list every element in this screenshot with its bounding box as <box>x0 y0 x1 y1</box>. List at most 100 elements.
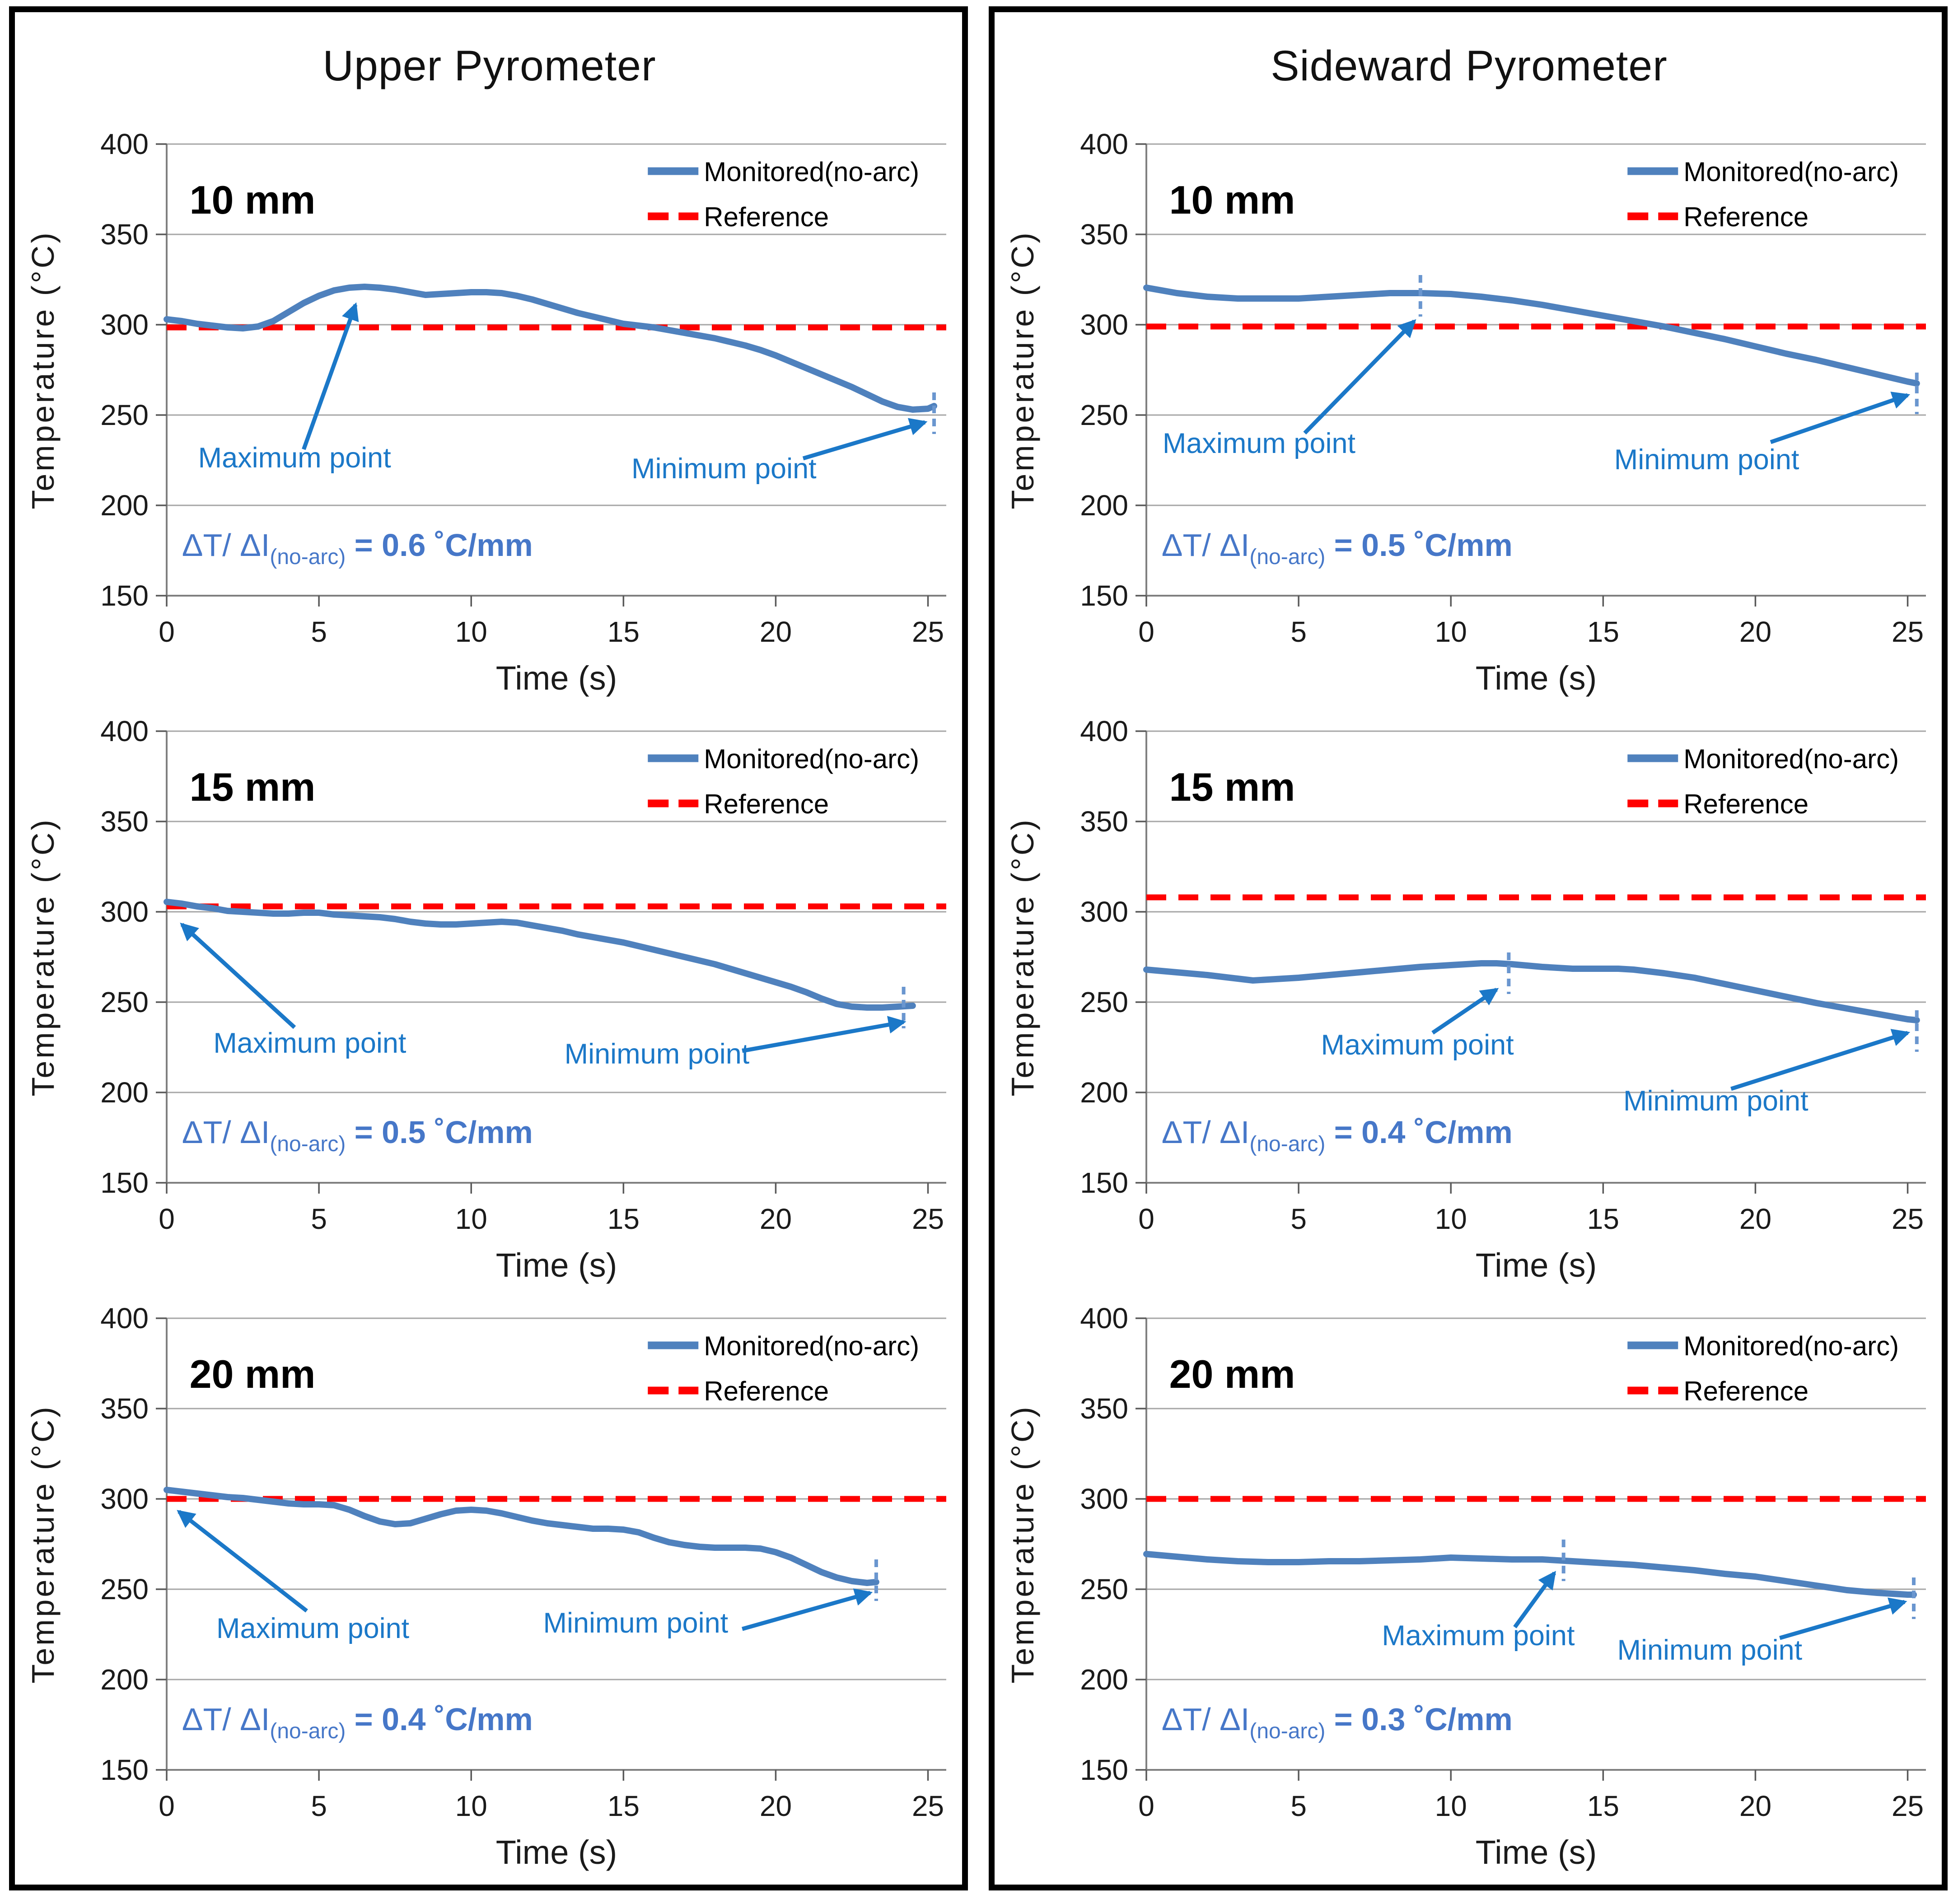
chart-svg: 400 350 300 250 200 150 0 5 10 15 20 25 Temperature … <box>25 715 946 1284</box>
y-tick-label: 350 <box>1080 1392 1128 1425</box>
x-tick-label: 5 <box>311 1203 327 1235</box>
y-tick-label: 400 <box>100 128 149 160</box>
max-arrow <box>177 1510 308 1613</box>
y-tick-label: 150 <box>100 579 149 612</box>
y-tick-label: 350 <box>1080 218 1128 251</box>
legend-monitored-label: Monitored(no-arc) <box>704 1331 919 1361</box>
size-label: 15 mm <box>1169 765 1295 809</box>
y-tick-label: 150 <box>1080 579 1128 612</box>
y-tick-label: 350 <box>1080 805 1128 838</box>
x-tick-label: 0 <box>1138 1790 1154 1822</box>
equation-label: ΔT/ ΔI(no-arc) = 0.5 ˚C/mm <box>182 1115 533 1156</box>
monitored-line <box>1143 1551 1917 1598</box>
x-tick-label: 25 <box>912 1790 944 1822</box>
min-point-label: Minimum point <box>543 1607 728 1639</box>
max-point-label: Maximum point <box>213 1027 407 1059</box>
legend-monitored-label: Monitored(no-arc) <box>1683 157 1899 187</box>
y-tick-label: 400 <box>1080 128 1128 160</box>
y-axis-title: Temperature (°C) <box>1005 817 1040 1097</box>
max-point-label: Maximum point <box>1163 428 1356 459</box>
y-axis-title: Temperature (°C) <box>25 1405 61 1684</box>
y-axis-title: Temperature (°C) <box>1005 1405 1040 1684</box>
legend-reference-label: Reference <box>704 789 829 819</box>
monitored-line <box>164 284 937 413</box>
y-tick-label: 250 <box>100 986 149 1018</box>
y-tick-label: 400 <box>1080 715 1128 747</box>
chart-upper-10mm: 400 350 300 250 200 150 0 5 10 15 20 25 Temperature … <box>17 118 963 705</box>
equation-label: ΔT/ ΔI(no-arc) = 0.3 ˚C/mm <box>1162 1702 1513 1743</box>
y-tick-label: 200 <box>1080 1076 1128 1109</box>
x-axis-title: Time (s) <box>496 659 617 697</box>
chart-sideward-20mm: 400 350 300 250 200 150 0 5 10 15 20 25 Temperature … <box>996 1292 1943 1879</box>
max-arrow <box>1431 988 1499 1035</box>
size-label: 10 mm <box>190 177 316 222</box>
chart-sideward-15mm: 400 350 300 250 200 150 0 5 10 15 20 25 Temperature … <box>996 705 1943 1292</box>
y-tick-label: 200 <box>100 1663 149 1696</box>
y-tick-label: 300 <box>1080 308 1128 341</box>
panel-sideward-pyrometer: Sideward Pyrometer 400 350 300 250 200 150 0 5 1… <box>989 6 1948 1890</box>
min-arrow <box>802 418 928 461</box>
chart-svg: 400 350 300 250 200 150 0 5 10 15 20 25 Temperature … <box>1005 1302 1926 1871</box>
x-tick-label: 5 <box>311 1790 327 1822</box>
y-tick-label: 400 <box>1080 1302 1128 1335</box>
chart-svg: 400 350 300 250 200 150 0 5 10 15 20 25 Temperature … <box>1005 128 1926 697</box>
max-arrow <box>302 302 359 450</box>
y-tick-label: 350 <box>100 805 149 838</box>
max-point-label: Maximum point <box>198 442 392 474</box>
legend-reference-label: Reference <box>1683 1376 1808 1406</box>
monitored-line <box>1143 285 1920 387</box>
x-tick-label: 20 <box>1739 616 1771 648</box>
monitored-line <box>164 1487 879 1586</box>
min-arrow <box>742 1016 907 1053</box>
x-tick-label: 5 <box>1290 1790 1307 1822</box>
min-arrow <box>1770 392 1911 444</box>
y-tick-label: 150 <box>100 1167 149 1199</box>
max-arrow <box>1513 1571 1556 1629</box>
x-tick-label: 20 <box>760 1203 792 1235</box>
equation-label: ΔT/ ΔI(no-arc) = 0.4 ˚C/mm <box>1162 1115 1513 1156</box>
size-label: 15 mm <box>190 765 316 809</box>
legend-reference-label: Reference <box>1683 202 1808 232</box>
x-tick-label: 10 <box>1435 616 1467 648</box>
x-tick-label: 5 <box>311 616 327 648</box>
min-point-label: Minimum point <box>1617 1634 1802 1666</box>
x-axis-title: Time (s) <box>1476 1834 1597 1871</box>
y-tick-label: 150 <box>100 1754 149 1786</box>
x-tick-label: 20 <box>1739 1790 1771 1822</box>
monitored-line <box>1143 960 1920 1023</box>
max-point-label: Maximum point <box>1321 1029 1514 1061</box>
y-tick-label: 300 <box>100 1483 149 1515</box>
chart-upper-20mm: 400 350 300 250 200 150 0 5 10 15 20 25 Temperature … <box>17 1292 963 1879</box>
y-tick-label: 300 <box>1080 1483 1128 1515</box>
y-tick-label: 300 <box>1080 896 1128 928</box>
chart-upper-15mm: 400 350 300 250 200 150 0 5 10 15 20 25 Temperature … <box>17 705 963 1292</box>
legend-monitored-label: Monitored(no-arc) <box>704 744 919 774</box>
legend-monitored-label: Monitored(no-arc) <box>1683 1331 1899 1361</box>
y-axis-title: Temperature (°C) <box>1005 230 1040 509</box>
x-tick-label: 15 <box>1587 616 1619 648</box>
x-tick-label: 0 <box>159 616 175 648</box>
max-arrow <box>1303 319 1416 435</box>
x-tick-label: 10 <box>455 1203 487 1235</box>
legend-reference-label: Reference <box>704 1376 829 1406</box>
x-tick-label: 15 <box>1587 1203 1619 1235</box>
x-tick-label: 0 <box>1138 1203 1154 1235</box>
y-tick-label: 300 <box>100 308 149 341</box>
x-tick-label: 10 <box>455 1790 487 1822</box>
size-label: 10 mm <box>1169 177 1295 222</box>
y-tick-label: 250 <box>1080 399 1128 431</box>
legend-monitored-label: Monitored(no-arc) <box>1683 744 1899 774</box>
x-tick-label: 15 <box>607 616 640 648</box>
x-tick-label: 10 <box>455 616 487 648</box>
x-axis-title: Time (s) <box>1476 659 1597 697</box>
min-arrow <box>1779 1597 1907 1640</box>
y-tick-label: 150 <box>1080 1754 1128 1786</box>
x-tick-label: 15 <box>1587 1790 1619 1822</box>
x-tick-label: 10 <box>1435 1203 1467 1235</box>
x-tick-label: 5 <box>1290 616 1307 648</box>
x-tick-label: 20 <box>1739 1203 1771 1235</box>
x-tick-label: 10 <box>1435 1790 1467 1822</box>
x-tick-label: 0 <box>159 1790 175 1822</box>
y-tick-label: 400 <box>100 715 149 747</box>
y-tick-label: 150 <box>1080 1167 1128 1199</box>
